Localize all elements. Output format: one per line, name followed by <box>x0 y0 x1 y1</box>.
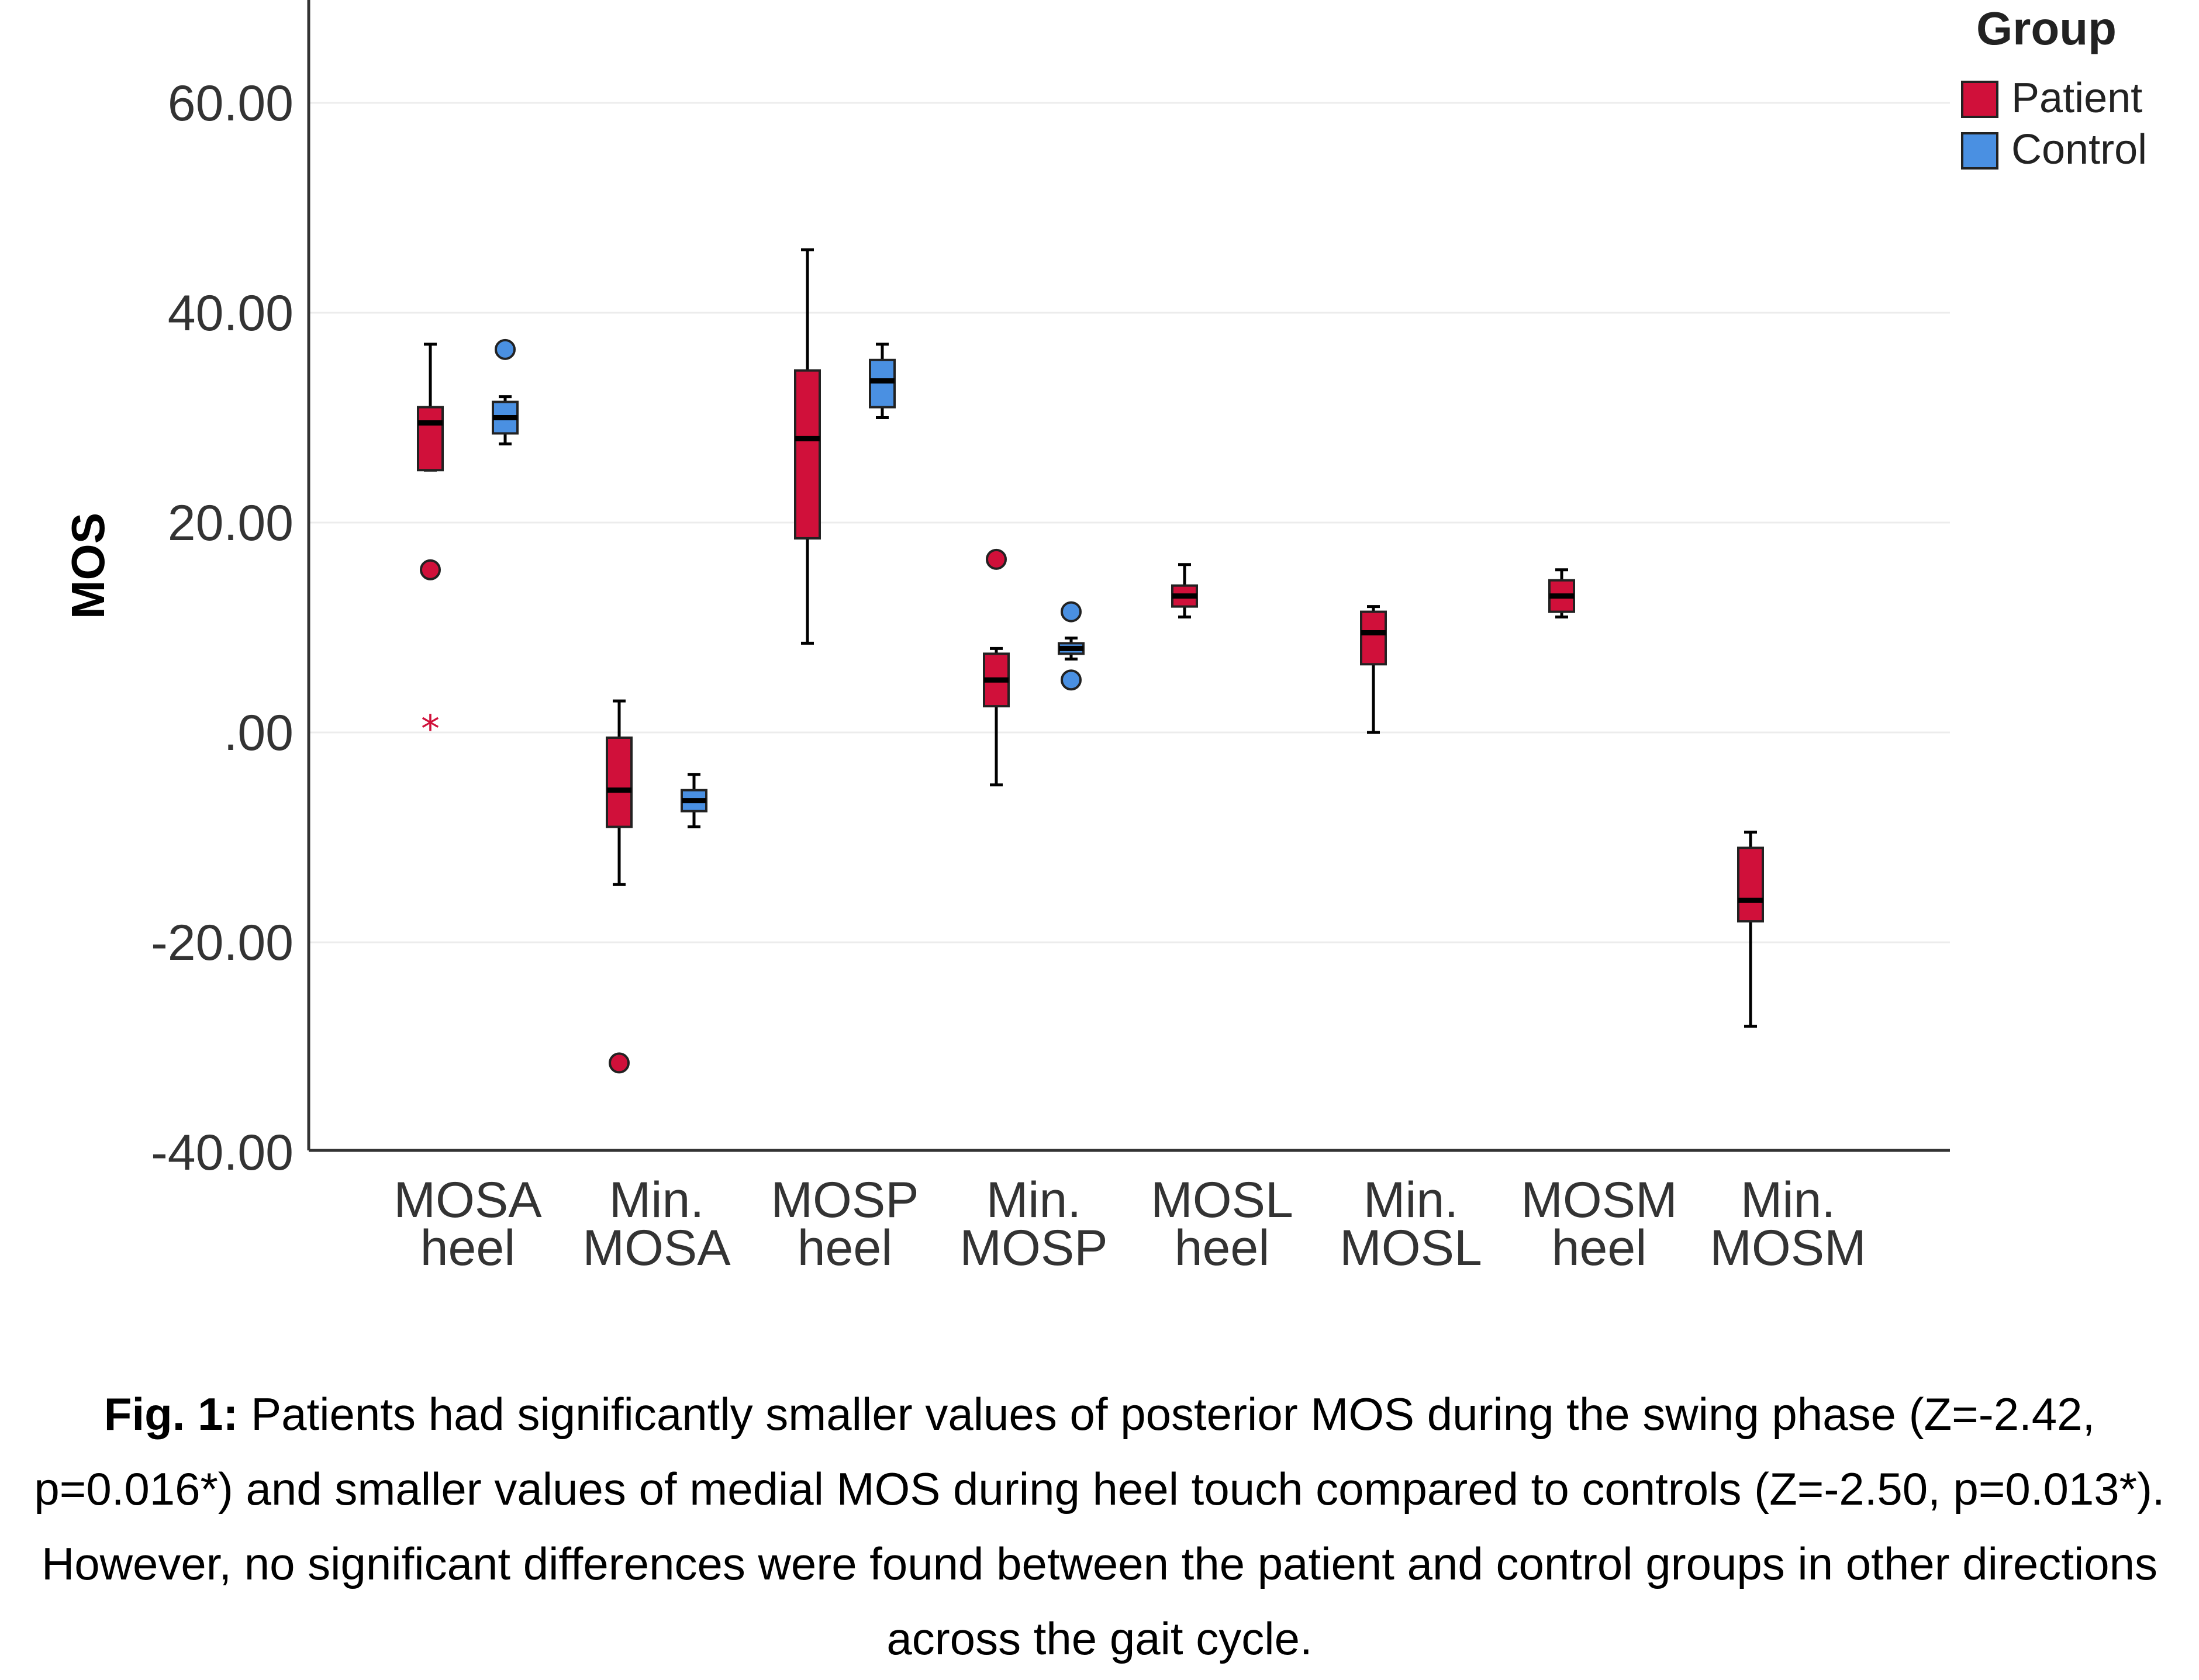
extreme-point-star: * <box>421 708 440 751</box>
legend-label: Control <box>2011 126 2147 173</box>
outlier-point <box>1061 601 1082 623</box>
x-category-label: MOSL <box>1151 1172 1293 1228</box>
outlier-point <box>1061 669 1082 691</box>
legend-swatch <box>1961 81 1998 118</box>
legend-label: Patient <box>2011 75 2142 122</box>
x-category-labels: MOSAheelMin.MOSAMOSPheelMin.MOSPMOSLheel… <box>393 1172 1866 1276</box>
x-category-label: MOSM <box>1710 1220 1866 1276</box>
x-category-label: heel <box>1175 1220 1270 1276</box>
box-group <box>1360 605 1387 734</box>
x-category-label: heel <box>1552 1220 1647 1276</box>
box-iqr <box>794 369 821 540</box>
figure-caption: Fig. 1: Patients had significantly small… <box>12 1377 2187 1676</box>
y-tick-label: -40.00 <box>151 1125 294 1181</box>
y-tick-label: 40.00 <box>168 285 294 341</box>
box-iqr <box>417 406 444 472</box>
y-tick-labels: -40.00 -20.00 .00 20.00 40.00 60.00 <box>151 75 294 1181</box>
legend-swatch <box>1961 132 1998 170</box>
x-category-label: Min. <box>609 1172 704 1228</box>
box-group: * <box>417 343 444 751</box>
y-tick-label: 60.00 <box>168 75 294 132</box>
x-category-label: Min. <box>1363 1172 1458 1228</box>
x-category-label: Min. <box>986 1172 1081 1228</box>
figure-label: Fig. 1: <box>103 1388 239 1440</box>
box-iqr <box>1737 846 1764 923</box>
y-tick-label: .00 <box>223 705 294 761</box>
box-group <box>983 548 1010 787</box>
x-category-label: MOSL <box>1340 1220 1482 1276</box>
box-iqr <box>606 736 633 828</box>
x-category-label: MOSP <box>771 1172 919 1228</box>
outlier-point <box>609 1052 630 1074</box>
axes <box>307 0 1950 1152</box>
box-group <box>1737 831 1764 1028</box>
legend-title: Group <box>1976 2 2117 54</box>
box-group <box>1548 568 1575 619</box>
box-group <box>794 248 821 645</box>
caption-text: Patients had significantly smaller value… <box>34 1388 2165 1664</box>
box-group <box>492 338 519 445</box>
box-group <box>681 773 707 829</box>
x-category-label: Min. <box>1741 1172 1835 1228</box>
box-group <box>869 343 896 419</box>
x-category-label: heel <box>420 1220 516 1276</box>
y-axis-title: MOS <box>62 513 114 619</box>
y-tick-label: 20.00 <box>168 495 294 551</box>
outlier-point <box>420 559 441 580</box>
y-tick-label: -20.00 <box>151 915 294 971</box>
box-group <box>606 699 633 1074</box>
outlier-point <box>495 338 516 360</box>
x-category-label: MOSA <box>393 1172 542 1228</box>
outlier-point <box>986 548 1007 570</box>
box-group <box>1171 563 1198 619</box>
x-category-label: heel <box>798 1220 893 1276</box>
gridlines <box>309 102 1950 943</box>
x-category-label: MOSM <box>1521 1172 1677 1228</box>
x-category-label: MOSA <box>582 1220 731 1276</box>
boxes: * <box>417 248 1764 1074</box>
x-category-label: MOSP <box>959 1220 1107 1276</box>
box-iqr <box>1360 610 1387 666</box>
box-group <box>1058 601 1085 691</box>
